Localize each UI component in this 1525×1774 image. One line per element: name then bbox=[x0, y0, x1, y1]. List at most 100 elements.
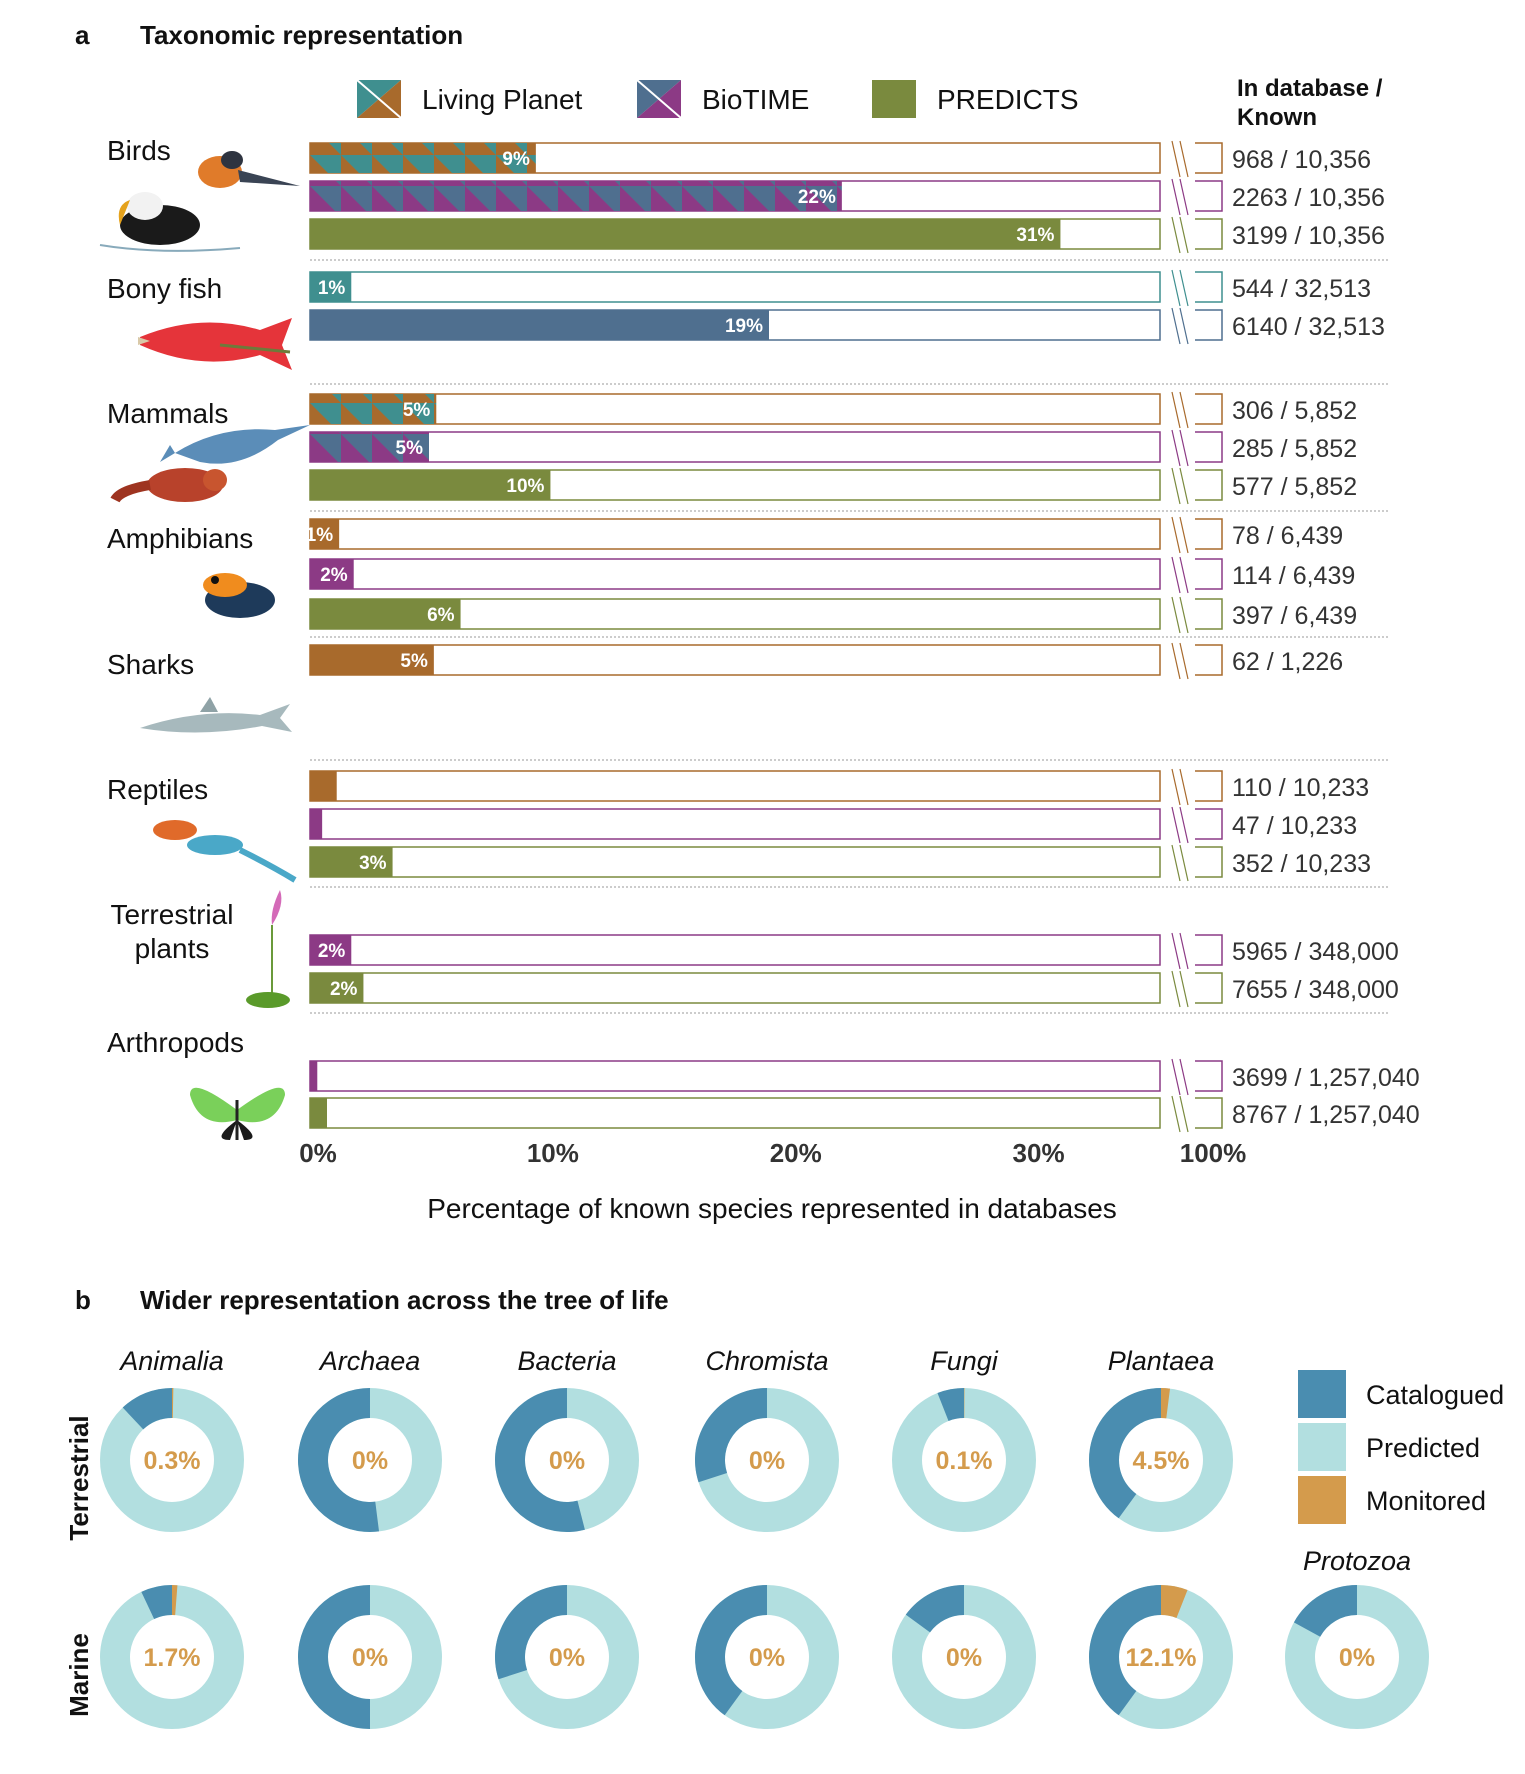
panel-a-letter: a bbox=[75, 20, 90, 50]
legend-swatch-catalogued bbox=[1298, 1370, 1346, 1418]
donut-monitored-segment bbox=[1161, 1388, 1171, 1419]
group-name: Mammals bbox=[107, 398, 228, 429]
bar-end-cap bbox=[1195, 180, 1223, 212]
bar-ratio-label: 544 / 32,513 bbox=[1232, 275, 1371, 303]
bar-end-cap bbox=[1195, 218, 1223, 250]
bar-ratio-label: 3199 / 10,356 bbox=[1232, 222, 1385, 250]
bar-value-label: 9% bbox=[502, 149, 530, 170]
bar-end-cap bbox=[1195, 271, 1223, 303]
x-axis: 0% 10% 20% 30% 100% bbox=[299, 1138, 1246, 1168]
in-database-header-line1: In database / bbox=[1237, 75, 1383, 102]
x-tick-label: 0% bbox=[299, 1138, 337, 1168]
kingdom-title: Plantaea bbox=[1108, 1346, 1215, 1376]
x-axis-label: Percentage of known species represented … bbox=[427, 1193, 1117, 1224]
bar-value-label: 2% bbox=[320, 565, 348, 586]
donut-bacteria-terrestrial: 0% bbox=[495, 1388, 639, 1532]
donut-catalogued-segment bbox=[1293, 1585, 1357, 1637]
kingdom-title: Bacteria bbox=[517, 1346, 616, 1376]
bar-ratio-label: 78 / 6,439 bbox=[1232, 522, 1343, 550]
donut-catalogued-segment bbox=[905, 1585, 964, 1633]
narwhal-illustration bbox=[160, 425, 310, 464]
bar-predicts bbox=[310, 470, 551, 500]
axis-break-mark bbox=[1171, 307, 1181, 345]
bar-value-label: 2% bbox=[330, 979, 358, 1000]
legend-swatch-monitored bbox=[1298, 1476, 1346, 1524]
bar-outline bbox=[309, 1097, 1161, 1129]
bar-end-cap bbox=[1195, 644, 1223, 676]
axis-break-mark bbox=[1179, 844, 1189, 882]
bar-value-label: 19% bbox=[725, 316, 763, 337]
bar-outline bbox=[309, 972, 1161, 1004]
donut-fungi-terrestrial: 0.1% bbox=[892, 1388, 1036, 1532]
bar-living-planet bbox=[310, 519, 340, 549]
donut-catalogued-segment bbox=[494, 1585, 567, 1680]
axis-break-mark bbox=[1171, 216, 1181, 254]
axis-break-mark bbox=[1179, 1095, 1189, 1133]
axis-break-mark bbox=[1171, 768, 1181, 806]
bar-value-label: 2% bbox=[318, 941, 346, 962]
axis-break-mark bbox=[1179, 140, 1189, 178]
donut-catalogued-segment bbox=[694, 1388, 767, 1483]
kingdom-title: Protozoa bbox=[1303, 1546, 1411, 1576]
axis-break-mark bbox=[1171, 516, 1181, 554]
bar-outline bbox=[309, 271, 1161, 303]
bar-value-label: 10% bbox=[506, 476, 544, 497]
donut-bacteria-marine: 0% bbox=[494, 1585, 639, 1729]
frog-illustration bbox=[203, 573, 275, 618]
axis-break-mark bbox=[1179, 642, 1189, 680]
bar-biotime bbox=[310, 1061, 318, 1091]
bar-chart: Birds 9% 968 / 10,356 22% 2263 / 10,356 31% 31… bbox=[107, 135, 1420, 1133]
bar-outline bbox=[309, 644, 1161, 676]
bar-group-bony-fish: Bony fish 1% 544 / 32,513 19% 6140 / 32,513 bbox=[107, 269, 1385, 345]
group-name: Terrestrial bbox=[111, 899, 234, 930]
bar-predicts bbox=[310, 1098, 327, 1128]
in-database-header-line2: Known bbox=[1237, 104, 1317, 131]
axis-break-mark bbox=[1171, 596, 1181, 634]
bar-biotime bbox=[310, 809, 323, 839]
bar-ratio-label: 3699 / 1,257,040 bbox=[1232, 1064, 1420, 1092]
donut-center-label: 1.7% bbox=[144, 1644, 201, 1672]
bar-biotime bbox=[310, 432, 429, 462]
bar-outline bbox=[309, 431, 1161, 463]
axis-break-mark bbox=[1179, 307, 1189, 345]
kingdom-title: Chromista bbox=[705, 1346, 828, 1376]
axis-break-mark bbox=[1179, 216, 1189, 254]
donut-animalia-terrestrial: 0.3% bbox=[100, 1388, 244, 1532]
axis-break-mark bbox=[1171, 642, 1181, 680]
legend-label: Predicted bbox=[1366, 1433, 1480, 1463]
bar-end-cap bbox=[1195, 558, 1223, 590]
donut-catalogued-segment bbox=[141, 1585, 172, 1619]
axis-break-mark bbox=[1179, 178, 1189, 216]
bar-group-sharks: Sharks 5% 62 / 1,226 bbox=[107, 642, 1343, 680]
bar-living-planet bbox=[310, 645, 434, 675]
bar-ratio-label: 47 / 10,233 bbox=[1232, 812, 1357, 840]
bar-ratio-label: 577 / 5,852 bbox=[1232, 473, 1357, 501]
axis-break-mark bbox=[1179, 516, 1189, 554]
bar-group-amphibians: Amphibians 1% 78 / 6,439 2% 114 / 6,439 6% 397… bbox=[107, 516, 1357, 634]
donut-center-label: 0% bbox=[946, 1644, 982, 1672]
donut-chromista-marine: 0% bbox=[695, 1585, 839, 1729]
bar-end-cap bbox=[1195, 598, 1223, 630]
axis-break-mark bbox=[1179, 391, 1189, 429]
group-name: Reptiles bbox=[107, 774, 208, 805]
bar-value-label: 1% bbox=[306, 525, 334, 546]
donut-catalogued-segment bbox=[1088, 1388, 1161, 1519]
legend-label: Monitored bbox=[1366, 1486, 1486, 1516]
bar-end-cap bbox=[1195, 972, 1223, 1004]
donut-protozoa-marine: 0% bbox=[1285, 1585, 1429, 1729]
group-name: plants bbox=[135, 933, 210, 964]
axis-break-mark bbox=[1171, 1058, 1181, 1096]
bar-end-cap bbox=[1195, 934, 1223, 966]
butterfly-illustration bbox=[190, 1087, 285, 1140]
donut-center-label: 0% bbox=[749, 1447, 785, 1475]
axis-break-mark bbox=[1179, 556, 1189, 594]
bar-value-label: 22% bbox=[798, 187, 836, 208]
kingdom-title: Animalia bbox=[118, 1346, 224, 1376]
bar-end-cap bbox=[1195, 846, 1223, 878]
donut-center-label: 0% bbox=[352, 1447, 388, 1475]
donut-plantaea-marine: 12.1% bbox=[1088, 1585, 1233, 1729]
donut-animalia-marine: 1.7% bbox=[100, 1585, 244, 1729]
donut-monitored-segment bbox=[1161, 1585, 1188, 1618]
bar-ratio-label: 968 / 10,356 bbox=[1232, 146, 1371, 174]
